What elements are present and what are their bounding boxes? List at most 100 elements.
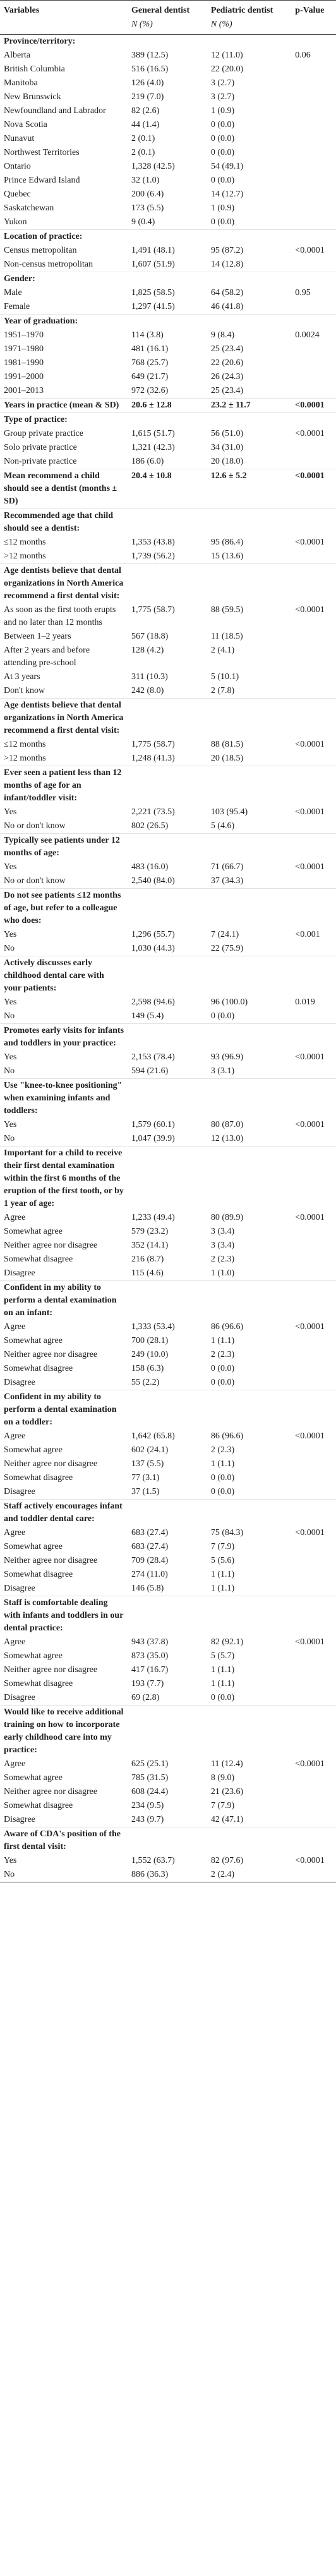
empty-cell <box>291 1334 336 1348</box>
value-cell: <0.0001 <box>295 740 325 749</box>
empty-cell <box>128 1146 207 1211</box>
value-cell: 15 (13.6) <box>210 551 244 561</box>
value-cell: 1,296 (55.7) <box>131 930 175 939</box>
value-cell: 82 (92.1) <box>210 1637 244 1647</box>
value-cell: 69 (2.8) <box>131 1693 160 1702</box>
table-row: Northwest Territories 2 (0.1) 0 (0.0) <box>0 146 336 160</box>
value-cell: 186 (6.0) <box>131 457 164 466</box>
value-cell: 54 (49.1) <box>210 162 244 171</box>
table-row: Disagree 37 (1.5) 0 (0.0) <box>0 1485 336 1500</box>
empty-cell <box>128 1078 207 1118</box>
value-cell: 1 (1.1) <box>210 1459 235 1469</box>
table-row: Agree 1,642 (65.8) 86 (96.6) <0.0001 <box>0 1429 336 1443</box>
empty-cell <box>207 1827 292 1854</box>
table-row: No 1,047 (39.9) 12 (13.0) <box>0 1132 336 1147</box>
value-cell: 2 (2.4) <box>207 1868 292 1882</box>
label-cell: No <box>4 1134 15 1143</box>
label-cell: Yes <box>4 930 17 939</box>
empty-cell <box>291 1457 336 1471</box>
value-cell: 417 (16.7) <box>131 1665 169 1675</box>
empty-cell <box>207 766 292 805</box>
empty-cell <box>207 1078 292 1118</box>
label-cell: Actively discusses early childhood denta… <box>0 956 128 996</box>
label-cell: Saskatchewan <box>4 203 54 213</box>
value-cell: 311 (10.3) <box>131 672 168 682</box>
empty-cell <box>291 314 336 328</box>
value-cell: 1,615 (51.7) <box>131 429 175 438</box>
section-heading: Typically see patients under 12 months o… <box>0 833 336 860</box>
label-cell: Do not see patients ≤12 months of age, b… <box>0 888 128 928</box>
empty-cell <box>128 1827 207 1854</box>
value-cell: 22 (20.6) <box>210 358 244 368</box>
value-cell: 80 (87.0) <box>210 1120 244 1129</box>
empty-cell <box>291 370 336 384</box>
label-cell: Aware of CDA's position of the first den… <box>0 1827 128 1854</box>
value-cell: 216 (8.7) <box>131 1255 164 1264</box>
value-cell: 1,775 (58.7) <box>131 605 175 615</box>
label-cell: Use "knee-to-knee positioning" when exam… <box>0 1078 128 1118</box>
value-cell: 1 (0.9) <box>210 106 235 116</box>
empty-cell <box>291 1827 336 1854</box>
label-cell: Agree <box>4 1637 26 1647</box>
section-heading: Recommended age that child should see a … <box>0 509 336 536</box>
empty-cell <box>128 34 207 49</box>
value-cell: 115 (4.6) <box>131 1268 164 1278</box>
table-row: Somewhat disagree 77 (3.1) 0 (0.0) <box>0 1471 336 1485</box>
section-heading: Aware of CDA's position of the first den… <box>0 1827 336 1854</box>
label-cell: No <box>4 944 15 953</box>
empty-cell <box>291 356 336 370</box>
label-cell: 1971–1980 <box>4 344 44 354</box>
section-heading: Staff is comfortable dealing with infant… <box>0 1596 336 1635</box>
value-cell: 3 (3.1) <box>210 1066 235 1076</box>
label-cell: ≤12 months <box>4 740 46 749</box>
value-cell: 55 (2.2) <box>131 1378 160 1387</box>
empty-cell <box>291 1554 336 1568</box>
value-cell: 516 (16.5) <box>131 64 169 74</box>
value-cell: 173 (5.5) <box>131 203 164 213</box>
label-cell: Solo private practice <box>4 443 77 452</box>
value-cell: 128 (4.2) <box>131 646 164 655</box>
value-cell: 1 (0.9) <box>210 203 235 213</box>
label-cell: Somewhat agree <box>4 1773 63 1783</box>
label-cell: Manitoba <box>4 78 38 88</box>
table-row: Disagree 146 (5.8) 1 (1.1) <box>0 1582 336 1596</box>
label-cell: Disagree <box>4 1268 35 1278</box>
label-cell: Male <box>4 288 22 298</box>
empty-cell <box>291 1225 336 1239</box>
label-cell: No <box>0 1868 128 1882</box>
empty-cell <box>128 1390 207 1429</box>
table-row: Somewhat agree 602 (24.1) 2 (2.3) <box>0 1443 336 1457</box>
table-row: Agree 683 (27.4) 75 (84.3) <0.0001 <box>0 1526 336 1540</box>
section-heading: Type of practice: <box>0 412 336 427</box>
table-row: After 2 years and before attending pre-s… <box>0 644 336 670</box>
value-cell: 75 (84.3) <box>210 1528 244 1538</box>
empty-cell <box>291 132 336 146</box>
label-cell: As soon as the first tooth erupts and no… <box>4 605 116 627</box>
value-cell: <0.0001 <box>295 1431 325 1441</box>
empty-cell <box>291 1239 336 1253</box>
value-cell: 700 (28.1) <box>131 1336 169 1345</box>
section-heading: Confident in my ability to perform a den… <box>0 1280 336 1320</box>
value-cell: 7 (7.9) <box>210 1542 235 1551</box>
label-cell: Disagree <box>4 1815 35 1824</box>
value-cell: 1 (1.1) <box>210 1336 235 1345</box>
table-row: Yes 1,552 (63.7) 82 (97.6) <0.0001 <box>0 1854 336 1868</box>
label-cell: Mean recommend a child should see a dent… <box>0 469 128 509</box>
label-cell: Important for a child to receive their f… <box>0 1146 128 1211</box>
label-cell: Somewhat agree <box>4 1336 63 1345</box>
empty-cell <box>291 455 336 469</box>
value-cell: 1,825 (58.5) <box>131 288 175 298</box>
label-cell: 1951–1970 <box>4 330 44 340</box>
value-cell: 602 (24.1) <box>131 1445 169 1455</box>
empty-cell <box>291 342 336 356</box>
table-row: Yes 2,221 (73.5) 103 (95.4) <0.0001 <box>0 805 336 819</box>
empty-cell <box>207 229 292 244</box>
label-cell: >12 months <box>4 754 46 763</box>
empty-cell <box>291 1499 336 1526</box>
label-cell: New Brunswick <box>4 92 61 102</box>
value-cell: 193 (7.7) <box>131 1679 164 1688</box>
value-cell: 11 (12.4) <box>210 1759 243 1769</box>
value-cell: 95 (86.4) <box>210 538 244 547</box>
value-cell: <0.0001 <box>295 1637 325 1647</box>
value-cell: 972 (32.6) <box>131 386 169 395</box>
